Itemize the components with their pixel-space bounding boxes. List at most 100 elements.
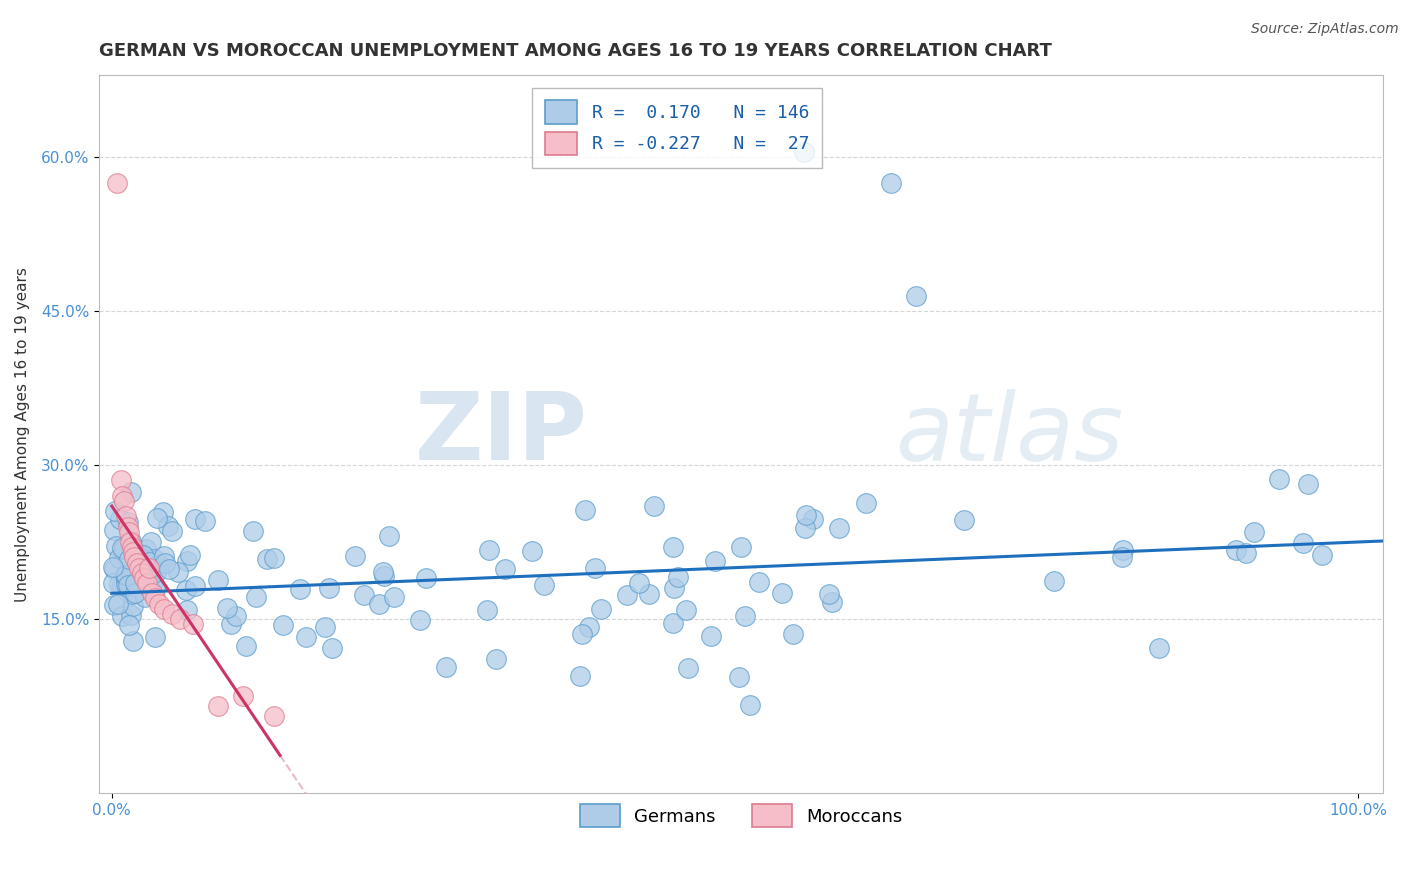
Point [699, 628, 721, 642]
Point [121, 587, 143, 601]
Point [703, 554, 725, 568]
Point [160, 524, 183, 539]
Point [179, 548, 201, 562]
Point [1042, 574, 1064, 589]
Point [1112, 543, 1135, 558]
Y-axis label: Unemployment Among Ages 16 to 19 years: Unemployment Among Ages 16 to 19 years [15, 267, 30, 602]
Point [184, 579, 207, 593]
Point [153, 601, 176, 615]
Point [738, 698, 761, 713]
Point [953, 513, 976, 527]
Point [734, 609, 756, 624]
Point [796, 508, 818, 522]
Point [101, 560, 124, 574]
Point [108, 512, 131, 526]
Point [118, 617, 141, 632]
Point [122, 569, 145, 583]
Point [141, 577, 163, 591]
Point [131, 566, 153, 580]
Point [801, 512, 824, 526]
Point [101, 576, 124, 591]
Point [127, 546, 149, 560]
Point [782, 627, 804, 641]
Point [880, 176, 903, 190]
Point [263, 551, 285, 566]
Point [616, 588, 638, 602]
Point [1234, 546, 1257, 560]
Point [145, 565, 167, 579]
Point [134, 590, 156, 604]
Point [475, 603, 498, 617]
Point [184, 512, 207, 526]
Point [321, 641, 343, 656]
Point [120, 608, 142, 623]
Point [115, 573, 138, 587]
Point [1310, 548, 1333, 562]
Point [132, 549, 155, 563]
Point [643, 499, 665, 513]
Point [124, 576, 146, 591]
Point [125, 574, 148, 588]
Point [103, 523, 125, 537]
Point [904, 289, 927, 303]
Point [125, 556, 148, 570]
Point [142, 552, 165, 566]
Point [112, 494, 135, 508]
Point [112, 541, 135, 556]
Text: atlas: atlas [896, 389, 1123, 480]
Point [124, 573, 146, 587]
Point [638, 587, 661, 601]
Point [141, 534, 163, 549]
Point [108, 576, 131, 591]
Point [1268, 472, 1291, 486]
Point [138, 555, 160, 569]
Point [232, 689, 254, 703]
Point [256, 552, 278, 566]
Point [748, 574, 770, 589]
Legend: Germans, Moroccans: Germans, Moroccans [572, 797, 910, 835]
Point [105, 176, 128, 190]
Point [104, 504, 127, 518]
Point [120, 484, 142, 499]
Point [245, 590, 267, 604]
Point [666, 570, 689, 584]
Point [115, 567, 138, 582]
Point [120, 533, 142, 548]
Point [675, 603, 697, 617]
Point [353, 589, 375, 603]
Point [194, 514, 217, 528]
Point [371, 566, 394, 580]
Point [153, 549, 176, 563]
Point [145, 591, 167, 606]
Point [148, 557, 170, 571]
Point [217, 600, 239, 615]
Point [121, 540, 143, 554]
Point [138, 560, 160, 574]
Point [662, 540, 685, 554]
Point [818, 587, 841, 601]
Point [571, 627, 593, 641]
Point [139, 582, 162, 597]
Point [368, 597, 391, 611]
Point [207, 574, 229, 588]
Point [111, 541, 134, 556]
Point [828, 521, 851, 535]
Point [294, 630, 316, 644]
Point [114, 568, 136, 582]
Point [118, 551, 141, 566]
Point [176, 554, 198, 568]
Point [855, 496, 877, 510]
Point [129, 562, 152, 576]
Point [108, 550, 131, 565]
Point [314, 620, 336, 634]
Point [176, 603, 198, 617]
Point [1147, 640, 1170, 655]
Point [770, 585, 793, 599]
Point [152, 505, 174, 519]
Point [110, 474, 132, 488]
Point [343, 549, 366, 564]
Point [821, 594, 844, 608]
Point [120, 535, 142, 549]
Point [730, 540, 752, 554]
Point [125, 548, 148, 562]
